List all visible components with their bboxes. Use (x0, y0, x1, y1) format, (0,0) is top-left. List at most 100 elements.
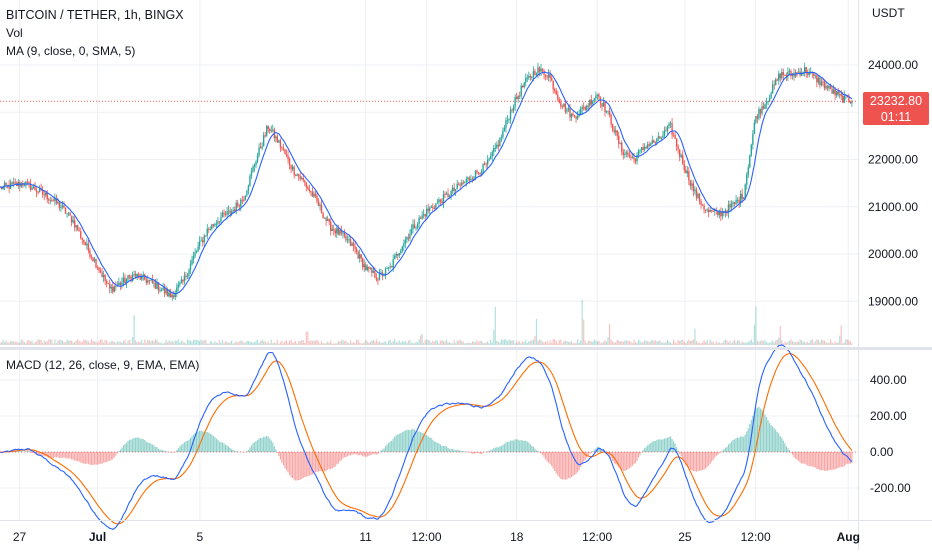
volume-bar (694, 329, 695, 345)
macd-hist-bar (344, 452, 345, 457)
candle-body (423, 214, 424, 215)
candle-body (653, 140, 654, 142)
volume-bar (57, 341, 58, 345)
volume-bar (315, 340, 316, 345)
macd-hist-bar (568, 452, 569, 478)
volume-bar (495, 307, 496, 345)
macd-hist-bar (56, 452, 57, 457)
candle-body (591, 100, 592, 105)
candle-body (379, 273, 380, 280)
candle-body (421, 215, 422, 218)
candle-body (501, 137, 502, 138)
volume-bar (342, 340, 343, 345)
volume-bar (161, 343, 162, 345)
candle-body (635, 159, 636, 162)
ma-legend[interactable]: MA (9, close, 0, SMA, 5) (6, 43, 135, 60)
macd-hist-bar (111, 452, 112, 460)
macd-hist-bar (511, 441, 512, 452)
macd-hist-bar (615, 452, 616, 464)
macd-hist-bar (156, 447, 157, 452)
candle-body (626, 153, 627, 154)
candle-body (850, 102, 851, 103)
macd-hist-bar (402, 432, 403, 452)
volume-bar (213, 343, 214, 345)
volume-bar (559, 340, 560, 345)
volume-bar (478, 342, 479, 345)
volume-bar (449, 342, 450, 345)
volume-bar (833, 343, 834, 345)
volume-bar (286, 340, 287, 345)
volume-bar (106, 340, 107, 345)
candle-body (60, 207, 61, 208)
macd-hist-bar (702, 452, 703, 470)
volume-bar (402, 341, 403, 345)
candle-body (533, 71, 534, 77)
volume-bar (580, 341, 581, 345)
volume-bar (242, 341, 243, 345)
volume-bar (243, 343, 244, 345)
volume-bar (155, 339, 156, 345)
volume-bar (603, 342, 604, 345)
candle-body (734, 202, 735, 204)
volume-bar (76, 341, 77, 345)
symbol-title[interactable]: BITCOIN / TETHER, 1h, BINGX (6, 7, 184, 24)
candle-body (194, 252, 195, 255)
macd-hist-bar (286, 452, 287, 470)
macd-hist-bar (280, 452, 281, 460)
volume-bar (231, 340, 232, 345)
candle-body (831, 89, 832, 94)
volume-bar (842, 343, 843, 345)
macd-hist-bar (687, 452, 688, 466)
volume-bar (143, 343, 144, 345)
volume-bar (475, 342, 476, 345)
macd-hist-bar (700, 452, 701, 471)
macd-hist-bar (432, 440, 433, 452)
volume-bar (167, 342, 168, 345)
macd-hist-bar (825, 452, 826, 471)
volume-bar (175, 340, 176, 345)
volume-bar (681, 340, 682, 345)
macd-hist-bar (54, 452, 55, 457)
candle-body (179, 283, 180, 285)
volume-bar (230, 342, 231, 345)
volume-bar (121, 343, 122, 345)
macd-hist-bar (102, 452, 103, 464)
macd-hist-bar (656, 440, 657, 452)
candle-body (711, 210, 712, 211)
macd-hist-bar (108, 452, 109, 461)
volume-bar (714, 344, 715, 345)
volume-bar (80, 342, 81, 345)
volume-bar (705, 342, 706, 345)
macd-legend[interactable]: MACD (12, 26, close, 9, EMA, EMA) (6, 357, 199, 374)
candle-body (108, 283, 109, 284)
macd-hist-bar (196, 432, 197, 452)
volume-bar (518, 342, 519, 345)
candle-body (819, 78, 820, 85)
candle-body (338, 228, 339, 234)
candle-body (705, 210, 706, 211)
volume-bar (604, 340, 605, 345)
volume-bar (399, 340, 400, 345)
macd-hist-bar (431, 438, 432, 452)
macd-hist-bar (394, 437, 395, 452)
candle-body (470, 179, 471, 180)
volume-bar (505, 339, 506, 345)
volume-bar (329, 343, 330, 345)
macd-hist-bar (123, 445, 124, 452)
volume-bar (292, 343, 293, 345)
macd-hist-bar (530, 444, 531, 452)
volume-bar (108, 343, 109, 345)
macd-hist-bar (347, 452, 348, 456)
volume-bar (656, 342, 657, 345)
volume-bar (769, 343, 770, 345)
macd-hist-bar (25, 451, 26, 452)
volume-bar (671, 344, 672, 345)
volume-bar (246, 341, 247, 345)
volume-legend[interactable]: Vol (6, 25, 23, 42)
candle-body (53, 201, 54, 202)
macd-hist-bar (553, 452, 554, 469)
volume-bar (0, 343, 1, 345)
candle-body (197, 247, 198, 251)
